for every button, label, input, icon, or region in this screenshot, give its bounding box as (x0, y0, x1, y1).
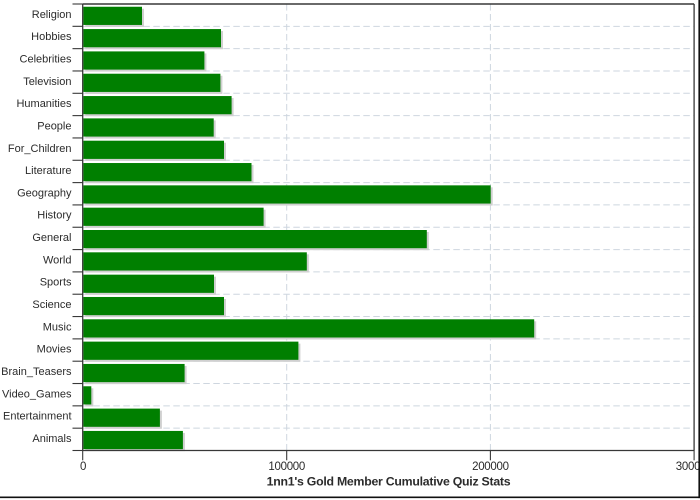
svg-text:Celebrities: Celebrities (20, 53, 72, 65)
svg-text:Entertainment: Entertainment (3, 411, 71, 423)
svg-text:Humanities: Humanities (16, 98, 72, 110)
svg-text:Hobbies: Hobbies (31, 31, 72, 43)
svg-text:Science: Science (32, 299, 71, 311)
svg-text:Brain_Teasers: Brain_Teasers (1, 366, 72, 378)
svg-text:0: 0 (80, 461, 86, 473)
svg-text:People: People (37, 120, 71, 132)
svg-text:General: General (32, 232, 71, 244)
svg-text:100000: 100000 (268, 461, 305, 473)
svg-text:Geography: Geography (17, 187, 72, 199)
svg-text:World: World (43, 254, 72, 266)
svg-text:200000: 200000 (472, 461, 509, 473)
svg-text:Literature: Literature (25, 165, 71, 177)
svg-text:For_Children: For_Children (8, 143, 72, 155)
svg-text:Sports: Sports (40, 277, 72, 289)
svg-text:Religion: Religion (32, 9, 72, 21)
svg-text:Television: Television (23, 76, 71, 88)
svg-text:300000: 300000 (676, 461, 700, 473)
svg-text:Animals: Animals (32, 433, 72, 445)
svg-text:Video_Games: Video_Games (2, 388, 72, 400)
svg-text:Music: Music (43, 321, 72, 333)
svg-text:1nn1's Gold Member Cumulative: 1nn1's Gold Member Cumulative Quiz Stats (267, 474, 511, 488)
svg-text:Movies: Movies (37, 344, 72, 356)
svg-text:History: History (37, 210, 72, 222)
